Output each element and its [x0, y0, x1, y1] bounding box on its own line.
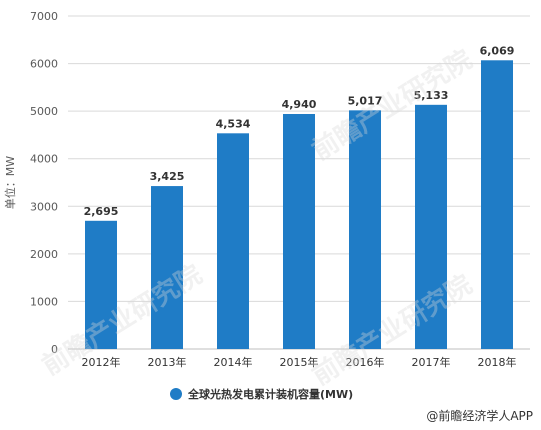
data-label: 5,133 — [414, 89, 449, 102]
y-axis-label: 单位：MW — [3, 156, 17, 209]
y-tick-label: 3000 — [30, 200, 58, 213]
legend-marker — [170, 388, 182, 400]
data-label: 3,425 — [150, 170, 185, 183]
data-label: 6,069 — [480, 44, 515, 57]
x-tick-label: 2016年 — [346, 355, 385, 369]
bar — [217, 133, 249, 349]
x-tick-label: 2012年 — [82, 355, 121, 369]
y-tick-label: 4000 — [30, 153, 58, 166]
x-tick-label: 2013年 — [148, 355, 187, 369]
bar — [415, 104, 447, 349]
y-tick-label: 2000 — [30, 248, 58, 261]
x-tick-label: 2014年 — [214, 355, 253, 369]
x-tick-label: 2015年 — [280, 355, 319, 369]
y-tick-label: 0 — [51, 343, 58, 356]
data-label: 4,940 — [282, 98, 317, 111]
bar — [481, 60, 513, 349]
data-label: 5,017 — [348, 94, 383, 107]
data-label: 2,695 — [84, 205, 119, 218]
legend-label: 全球光热发电累计装机容量(MW) — [187, 387, 353, 401]
data-label: 4,534 — [216, 117, 251, 130]
bar — [349, 110, 381, 350]
bar — [283, 113, 315, 349]
x-tick-label: 2017年 — [412, 355, 451, 369]
x-tick-label: 2018年 — [478, 355, 517, 369]
y-tick-label: 6000 — [30, 58, 58, 71]
credit: @前瞻经济学人APP — [426, 409, 533, 423]
y-tick-label: 1000 — [30, 295, 58, 308]
bar — [151, 186, 183, 349]
y-tick-label: 5000 — [30, 105, 58, 118]
bar — [85, 220, 117, 349]
y-tick-label: 7000 — [30, 10, 58, 23]
